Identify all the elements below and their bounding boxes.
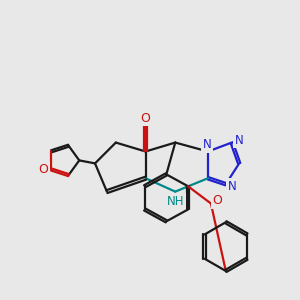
Text: N: N — [235, 134, 244, 147]
Text: O: O — [212, 194, 222, 207]
Text: O: O — [38, 163, 48, 176]
Text: N: N — [228, 180, 237, 193]
Text: N: N — [203, 138, 212, 152]
Text: NH: NH — [167, 195, 184, 208]
Text: O: O — [140, 112, 150, 125]
